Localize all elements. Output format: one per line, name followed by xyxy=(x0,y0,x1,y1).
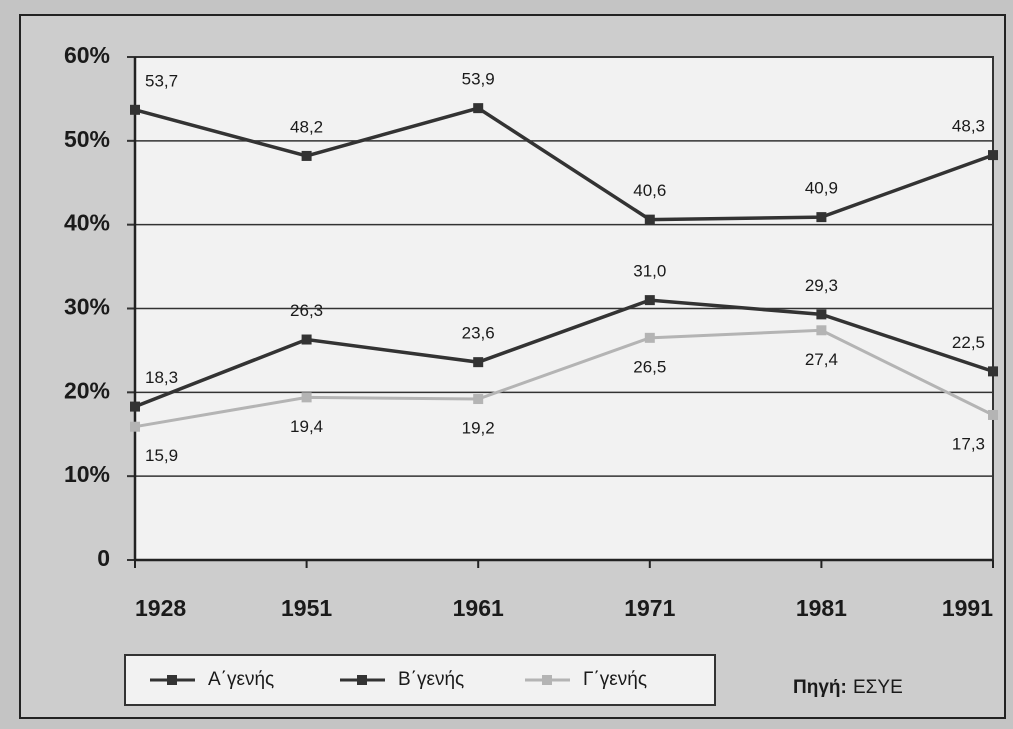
value-label: 19,2 xyxy=(462,419,495,438)
marker xyxy=(988,150,998,161)
marker xyxy=(473,103,484,114)
value-label: 48,3 xyxy=(952,117,985,136)
marker xyxy=(130,401,140,412)
marker xyxy=(988,366,998,377)
y-tick-label: 20% xyxy=(64,377,110,403)
series-line xyxy=(134,298,994,409)
marker xyxy=(473,357,484,368)
marker xyxy=(644,332,655,343)
legend-marker xyxy=(167,675,177,685)
marker xyxy=(130,104,140,115)
marker xyxy=(473,394,484,405)
value-label: 29,3 xyxy=(805,276,838,295)
value-label: 19,4 xyxy=(290,417,323,436)
marker xyxy=(130,421,140,432)
marker xyxy=(644,214,655,225)
value-label: 22,5 xyxy=(952,333,985,352)
marker xyxy=(301,150,312,161)
y-tick-label: 60% xyxy=(64,42,110,68)
series-line xyxy=(134,328,994,429)
value-label: 23,6 xyxy=(462,324,495,343)
value-label: 40,9 xyxy=(805,179,838,198)
y-tick-label: 30% xyxy=(64,294,110,320)
legend-marker xyxy=(542,675,552,685)
value-label: 17,3 xyxy=(952,434,985,453)
y-tick-label: 40% xyxy=(64,210,110,236)
value-label: 18,3 xyxy=(145,368,178,387)
value-label: 27,4 xyxy=(805,350,838,369)
x-tick-label: 1981 xyxy=(796,595,847,621)
x-tick-label: 1961 xyxy=(453,595,504,621)
marker xyxy=(988,409,998,420)
x-tick-label: 1951 xyxy=(281,595,332,621)
x-tick-label: 1928 xyxy=(135,595,186,621)
series-line xyxy=(134,106,994,222)
value-label: 31,0 xyxy=(633,262,666,281)
source-label: Πηγή: xyxy=(793,677,847,698)
legend xyxy=(124,654,716,706)
y-tick-label: 0 xyxy=(97,545,110,571)
marker xyxy=(301,392,312,403)
marker xyxy=(816,309,827,320)
value-label: 26,3 xyxy=(290,301,323,320)
legend-label: Γ΄γενής xyxy=(583,669,647,690)
value-label: 26,5 xyxy=(633,357,666,376)
y-tick-label: 50% xyxy=(64,126,110,152)
legend-label: Α΄γενής xyxy=(208,669,274,690)
x-tick-label: 1971 xyxy=(624,595,675,621)
x-tick-label: 1991 xyxy=(942,595,993,621)
legend-marker xyxy=(357,675,367,685)
y-tick-label: 10% xyxy=(64,461,110,487)
marker xyxy=(816,325,827,336)
marker xyxy=(301,334,312,345)
legend-label: Β΄γενής xyxy=(398,669,464,690)
value-label: 53,7 xyxy=(145,71,178,90)
source: ΕΣΥΕ xyxy=(853,677,903,698)
value-label: 48,2 xyxy=(290,117,323,136)
marker xyxy=(816,212,827,223)
value-label: 40,6 xyxy=(633,181,666,200)
value-label: 53,9 xyxy=(462,70,495,89)
marker xyxy=(644,295,655,306)
value-label: 15,9 xyxy=(145,446,178,465)
